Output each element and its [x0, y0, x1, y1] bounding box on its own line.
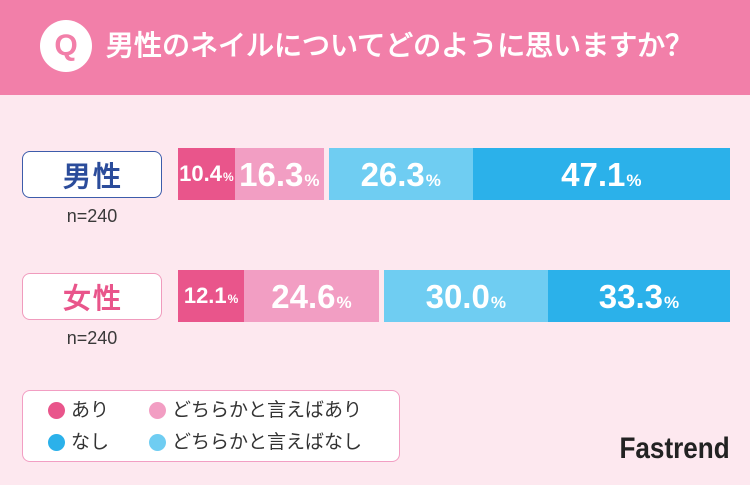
- q-letter: Q: [54, 29, 78, 62]
- value-label-2-1: 12.1%: [184, 285, 239, 307]
- value-label-2-3: 30.0%: [426, 280, 506, 313]
- legend-item-somewhat-ari: どちらかと言えばあり: [149, 397, 362, 423]
- legend-swatch-nashi: [48, 433, 65, 451]
- bar-segment-2-1: 12.1%: [178, 270, 245, 322]
- value-number: 12.1: [183, 283, 227, 308]
- brand-logo: Fastrend: [619, 432, 730, 465]
- legend-swatch-somewhat-nashi: [149, 433, 166, 451]
- category-label-female: 女性: [22, 273, 162, 320]
- percent-unit: %: [626, 170, 642, 190]
- percent-unit: %: [490, 292, 506, 312]
- bar-segment-2-4: 33.3%: [547, 270, 730, 322]
- sample-size-male: n=240: [66, 206, 118, 226]
- question-title: 男性のネイルについてどのように思いますか？: [106, 29, 694, 62]
- value-number: 16.3: [239, 155, 304, 193]
- q-badge-icon: Q: [40, 20, 92, 72]
- legend: あり どちらかと言えばあり なし どちらかと言えばなし: [22, 390, 400, 462]
- value-label-1-4: 47.1%: [561, 158, 641, 191]
- legend-item-ari: あり: [48, 397, 109, 423]
- value-label-2-2: 24.6%: [271, 280, 351, 313]
- percent-unit: %: [304, 170, 320, 190]
- value-label-1-3: 26.3%: [361, 158, 441, 191]
- percent-unit: %: [227, 292, 239, 306]
- legend-label-somewhat-nashi: どちらかと言えばなし: [172, 431, 363, 453]
- legend-label-somewhat-ari: どちらかと言えばあり: [172, 399, 363, 421]
- percent-unit: %: [425, 170, 441, 190]
- sample-size-female: n=240: [66, 328, 118, 348]
- question-header: Q 男性のネイルについてどのように思いますか？: [0, 0, 750, 95]
- value-label-1-2: 16.3%: [239, 158, 319, 191]
- value-number: 30.0: [425, 277, 490, 315]
- legend-label-ari: あり: [71, 399, 110, 421]
- bar-segment-1-3: 26.3%: [328, 148, 473, 200]
- bar-segment-1-4: 47.1%: [472, 148, 730, 200]
- value-number: 24.6: [271, 277, 336, 315]
- value-label-1-1: 10.4%: [179, 163, 234, 185]
- stacked-bar-male: 10.4% 16.3% 26.3% 47.1%: [178, 148, 730, 200]
- percent-unit: %: [222, 170, 234, 184]
- bar-segment-2-3: 30.0%: [383, 270, 548, 322]
- value-label-2-4: 33.3%: [599, 280, 679, 313]
- value-number: 33.3: [598, 277, 663, 315]
- legend-label-nashi: なし: [71, 431, 110, 453]
- percent-unit: %: [336, 292, 352, 312]
- bar-segment-2-2: 24.6%: [244, 270, 379, 322]
- value-number: 26.3: [360, 155, 425, 193]
- percent-unit: %: [663, 292, 680, 312]
- value-number: 10.4: [179, 161, 222, 186]
- bar-segment-1-2: 16.3%: [234, 148, 324, 200]
- bar-segment-1-1: 10.4%: [178, 148, 235, 200]
- legend-swatch-ari: [48, 401, 65, 419]
- legend-item-somewhat-nashi: どちらかと言えばなし: [149, 429, 362, 455]
- legend-swatch-somewhat-ari: [149, 401, 166, 419]
- stacked-bar-female: 12.1% 24.6% 30.0% 33.3%: [178, 270, 730, 322]
- value-number: 47.1: [561, 155, 626, 193]
- category-label-male: 男性: [22, 151, 162, 198]
- legend-item-nashi: なし: [48, 429, 109, 455]
